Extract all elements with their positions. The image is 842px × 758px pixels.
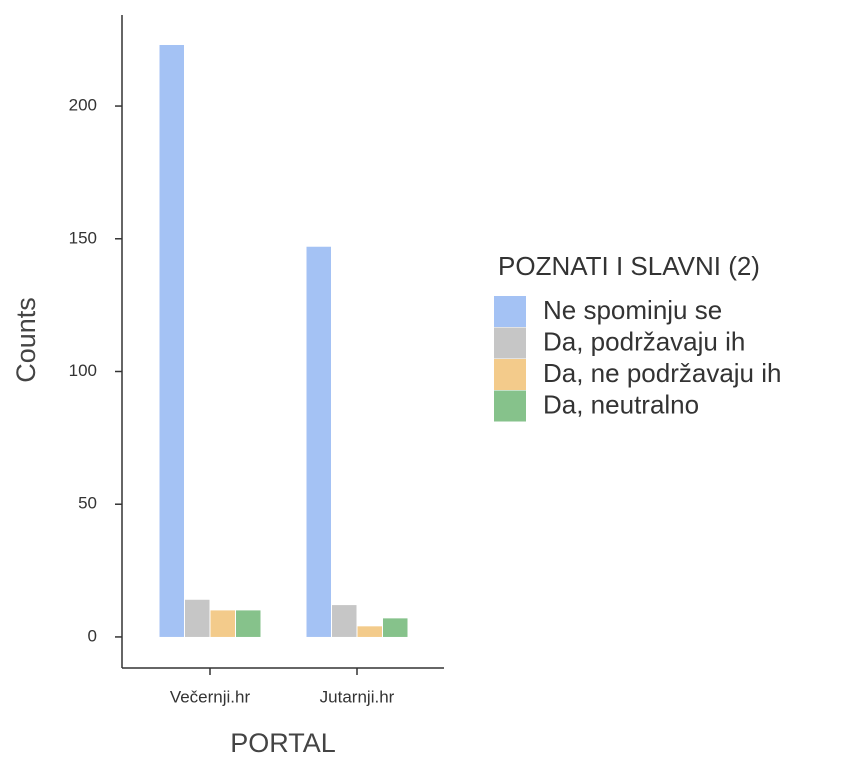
y-tick-label: 200: [69, 96, 97, 115]
bar: [210, 610, 235, 637]
legend-label: Da, neutralno: [543, 389, 699, 419]
legend-swatch: [494, 296, 526, 327]
bar: [383, 618, 408, 637]
y-tick-label: 150: [69, 228, 97, 247]
legend-swatch: [494, 390, 526, 422]
y-tick-label: 100: [69, 361, 97, 380]
bar: [306, 246, 331, 637]
legend-label: Da, ne podržavaju ih: [543, 358, 781, 388]
bar: [185, 599, 210, 637]
legend-label: Ne spominju se: [543, 295, 722, 325]
bar: [236, 610, 261, 637]
bar: [159, 44, 184, 637]
y-tick-label: 0: [88, 626, 97, 645]
legend-label: Da, podržavaju ih: [543, 326, 745, 356]
x-axis-title: PORTAL: [230, 728, 336, 758]
bar: [332, 605, 357, 637]
x-tick-label: Večernji.hr: [170, 687, 251, 706]
legend-swatch: [494, 327, 526, 359]
y-axis-title: Counts: [11, 297, 41, 383]
y-tick-label: 50: [78, 494, 97, 513]
bar: [357, 626, 382, 637]
x-tick-label: Jutarnji.hr: [320, 687, 395, 706]
legend-swatch: [494, 359, 526, 390]
legend-title: POZNATI I SLAVNI (2): [498, 251, 760, 281]
